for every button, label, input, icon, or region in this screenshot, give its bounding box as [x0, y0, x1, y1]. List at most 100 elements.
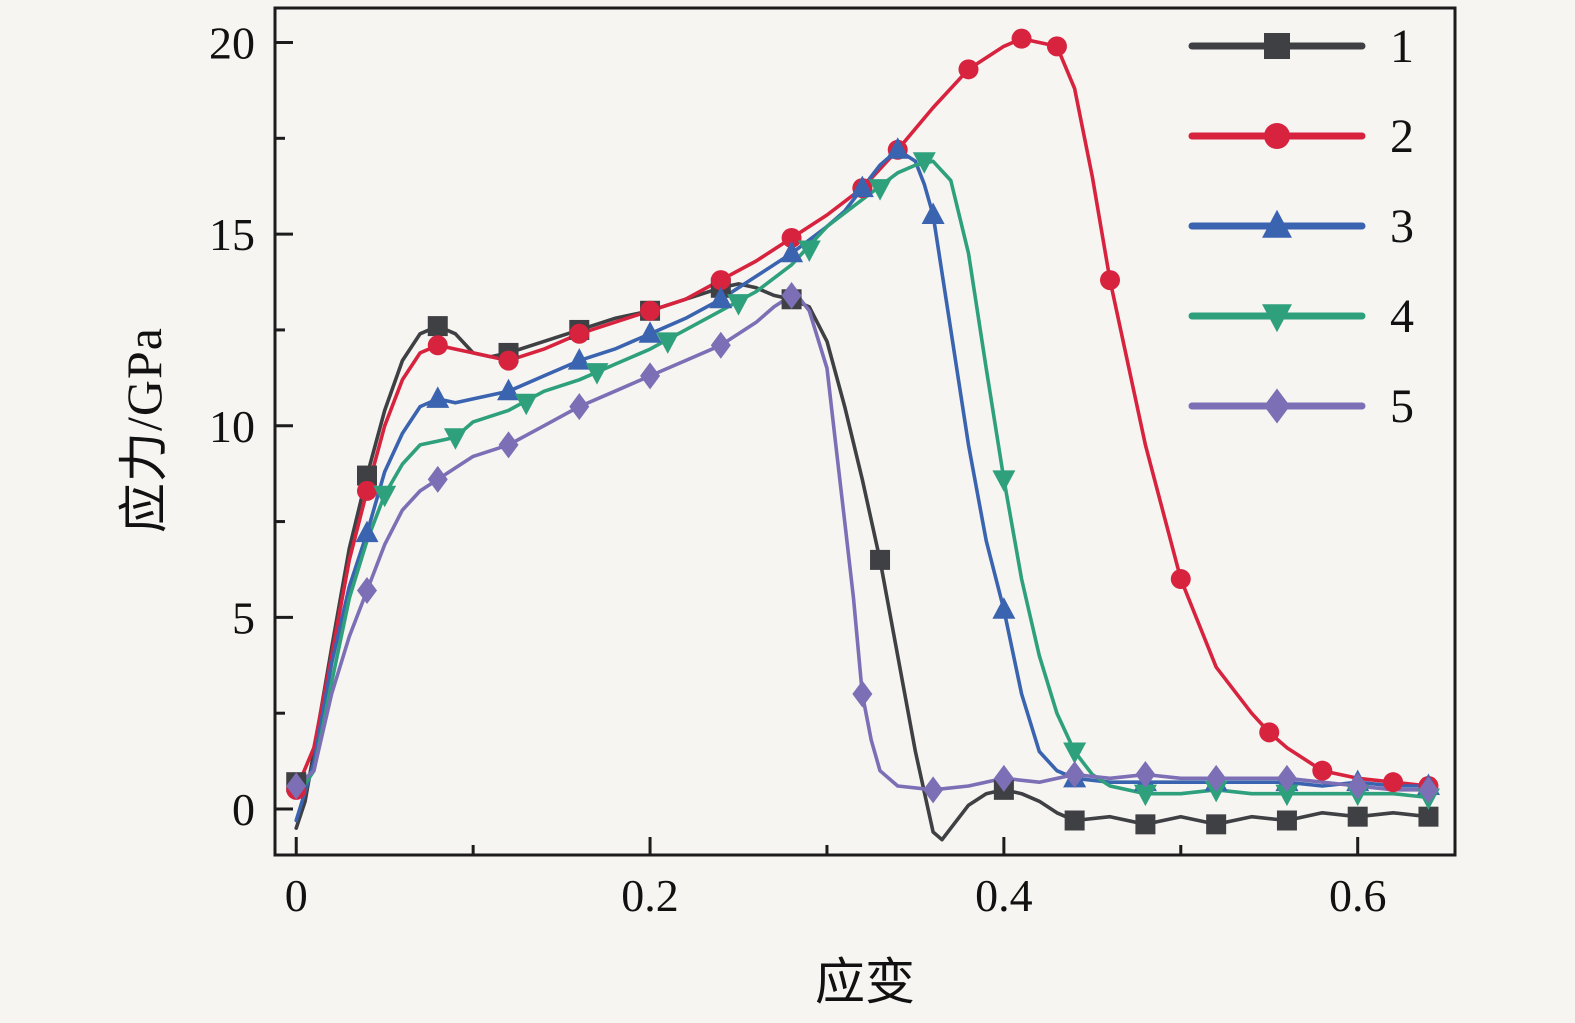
x-tick-label: 0.4 — [975, 870, 1033, 921]
diamond-marker — [710, 331, 731, 359]
triangle-up-marker — [1262, 209, 1292, 238]
circle-marker — [1264, 123, 1290, 149]
square-marker — [427, 316, 448, 337]
triangle-down-marker — [1133, 784, 1157, 807]
circle-marker — [1170, 569, 1191, 590]
circle-marker — [569, 323, 590, 344]
diamond-marker — [356, 577, 377, 605]
diamond-marker — [1347, 772, 1368, 800]
series-2-line — [294, 36, 1431, 792]
diamond-marker — [993, 764, 1014, 792]
triangle-down-marker — [727, 294, 751, 316]
axis-ticks — [275, 40, 1360, 855]
diamond-marker — [923, 776, 944, 804]
diamond-marker — [1135, 761, 1156, 789]
triangle-up-marker — [992, 597, 1016, 619]
triangle-up-marker — [567, 348, 591, 370]
legend-item-2: 2 — [1188, 110, 1414, 163]
circle-marker — [958, 59, 979, 80]
triangle-up-marker — [709, 286, 733, 309]
circle-marker — [427, 335, 448, 356]
triangle-down-marker — [1262, 304, 1292, 333]
y-tick-label: 20 — [209, 17, 255, 68]
circle-marker — [640, 300, 661, 321]
series-3-line — [294, 148, 1431, 823]
series-1-markers — [286, 277, 1439, 835]
diamond-marker — [852, 680, 873, 708]
series-5-line — [294, 293, 1431, 792]
triangle-down-marker — [797, 240, 821, 262]
triangle-down-marker — [656, 332, 680, 354]
square-marker — [1264, 33, 1290, 59]
y-tick-label: 15 — [209, 209, 255, 260]
triangle-down-marker — [868, 179, 892, 201]
triangle-down-marker — [373, 485, 397, 508]
diamond-marker — [781, 281, 802, 309]
diamond-marker — [1418, 776, 1439, 804]
legend-label: 5 — [1390, 380, 1414, 433]
circle-marker — [781, 227, 802, 248]
diamond-marker — [640, 362, 661, 390]
legend-item-5: 5 — [1188, 380, 1414, 433]
legend-label: 2 — [1390, 110, 1414, 163]
triangle-up-marker — [850, 175, 874, 198]
x-tick-label: 0 — [285, 870, 308, 921]
legend-item-4: 4 — [1188, 290, 1414, 343]
square-marker — [1347, 806, 1368, 827]
triangle-up-marker — [921, 202, 945, 224]
square-marker — [356, 465, 377, 486]
x-tick-label: 0.2 — [621, 870, 679, 921]
x-axis-label: 应变 — [815, 954, 915, 1010]
triangle-up-marker — [780, 240, 804, 263]
square-marker — [1418, 806, 1439, 827]
circle-marker — [498, 350, 519, 371]
triangle-down-marker — [585, 363, 609, 385]
triangle-down-marker — [992, 470, 1016, 492]
triangle-down-marker — [1275, 784, 1299, 807]
triangle-down-marker — [912, 152, 936, 174]
circle-marker — [356, 480, 377, 501]
series-1-line — [294, 282, 1431, 842]
legend-label: 1 — [1390, 20, 1414, 73]
legend-label: 4 — [1390, 290, 1414, 343]
series-5-markers — [286, 281, 1439, 804]
circle-marker — [710, 270, 731, 291]
circle-marker — [1383, 772, 1404, 793]
y-tick-label: 5 — [232, 592, 255, 643]
circle-marker — [1312, 760, 1333, 781]
triangle-up-marker — [497, 378, 521, 401]
triangle-up-marker — [886, 137, 910, 159]
x-tick-label: 0.6 — [1329, 870, 1387, 921]
circle-marker — [1100, 270, 1121, 291]
triangle-up-marker — [638, 321, 662, 343]
axis-tick-labels: 0 0.2 0.4 0.6 0 5 10 15 20 — [209, 17, 1386, 921]
square-marker — [1135, 814, 1156, 835]
square-marker — [1276, 810, 1297, 831]
y-axis-label: 应力/GPa — [116, 327, 172, 533]
diamond-marker — [498, 431, 519, 459]
triangle-up-marker — [426, 386, 450, 408]
diamond-marker — [1206, 764, 1227, 792]
diamond-marker — [1264, 388, 1290, 424]
square-marker — [1064, 810, 1085, 831]
y-tick-label: 0 — [232, 784, 255, 835]
diamond-marker — [1276, 764, 1297, 792]
legend-label: 3 — [1390, 200, 1414, 253]
diamond-marker — [427, 465, 448, 493]
triangle-up-marker — [355, 520, 379, 543]
square-marker — [1206, 814, 1227, 835]
diamond-marker — [286, 772, 307, 800]
diamond-marker — [1064, 761, 1085, 789]
circle-marker — [1046, 36, 1067, 57]
diamond-marker — [569, 393, 590, 421]
circle-marker — [1259, 722, 1280, 743]
square-marker — [870, 549, 891, 570]
y-tick-label: 10 — [209, 401, 255, 452]
triangle-down-marker — [1063, 742, 1087, 765]
legend-item-1: 1 — [1188, 20, 1414, 73]
legend: 1 2 3 4 5 — [1188, 20, 1414, 433]
legend-item-3: 3 — [1188, 200, 1414, 253]
triangle-down-marker — [514, 393, 538, 416]
